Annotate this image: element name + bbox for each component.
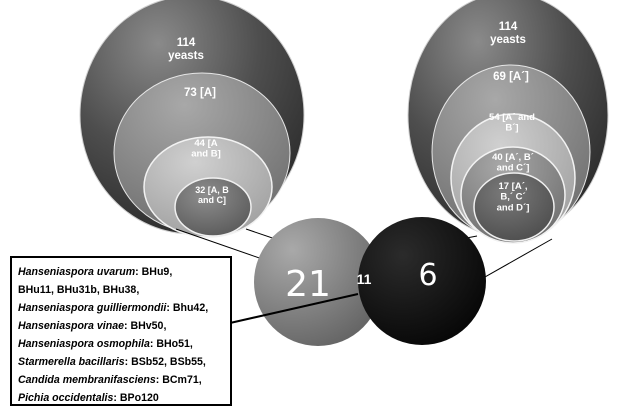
species-name: Candida membranifasciens [18, 374, 156, 386]
left-connector-1 [175, 228, 269, 262]
species-name: Starmerella bacillaris [18, 356, 125, 368]
species-line: BHu11, BHu31b, BHu38, [18, 281, 226, 299]
venn-right-circle [358, 217, 486, 345]
species-line: Hanseniaspora guilliermondii: Bhu42, [18, 299, 226, 317]
nest-label-line: yeasts [168, 50, 204, 62]
strain-codes: BHu11, BHu31b, BHu38, [18, 284, 140, 296]
strain-codes: BSb52, BSb55, [131, 356, 206, 368]
nest-label-line: 73 [A] [184, 87, 216, 99]
species-line: Pichia occidentalis: BPo120 [18, 389, 226, 407]
species-name: Pichia occidentalis [18, 392, 114, 404]
nest-label-line: 44 [A [194, 138, 217, 149]
species-separator: : [124, 356, 132, 368]
nest-label-line: and B] [191, 149, 221, 160]
nest-label-line: and C´] [497, 163, 530, 174]
species-list-box: Hanseniaspora uvarum: BHu9, BHu11, BHu31b… [10, 256, 232, 406]
right-nested-ellipses: 114 yeasts 69 [A´] 54 [A´ and B´] 40 [A´, … [407, 0, 609, 244]
intersection-pointer-line [229, 293, 359, 324]
species-separator: : [113, 392, 120, 404]
right-level5-label: 17 [A´, B,´ C´ and D´] [497, 181, 530, 213]
nest-label-line: 69 [A´] [493, 71, 529, 83]
strain-codes: BHv50, [130, 320, 167, 332]
species-name: Hanseniaspora vinae [18, 320, 124, 332]
species-separator: : [149, 338, 157, 350]
species-separator: : [123, 320, 131, 332]
nest-label-line: 114 [177, 37, 196, 49]
species-separator: : [166, 302, 173, 314]
left-outer-label: 114 yeasts [168, 37, 204, 62]
nest-label-line: B´] [505, 123, 518, 134]
strain-codes: Bhu42, [172, 302, 209, 314]
left-level2-label: 73 [A] [184, 87, 216, 99]
nest-label-line: 54 [A´ and [489, 112, 535, 123]
nest-label-line: 40 [A´, B´ [492, 152, 534, 163]
strain-codes: BPo120 [119, 392, 159, 404]
left-level3-label: 44 [A and B] [191, 138, 221, 160]
nest-label-line: 32 [A, B [195, 185, 229, 195]
species-line: Hanseniaspora uvarum: BHu9, [18, 263, 226, 281]
species-name: Hanseniaspora uvarum [18, 266, 136, 278]
right-level2-label: 69 [A´] [493, 71, 529, 83]
species-line: Starmerella bacillaris: BSb52, BSb55, [18, 353, 226, 371]
nest-label-line: 114 [499, 21, 518, 33]
venn-left-circle [254, 218, 382, 346]
nest-label-line: yeasts [490, 34, 526, 46]
left-level4-ellipse [174, 177, 252, 237]
strain-codes: BHo51, [156, 338, 193, 350]
nest-label-line: and C] [198, 195, 226, 205]
species-name: Hanseniaspora guilliermondii [18, 302, 167, 314]
species-separator: : [135, 266, 142, 278]
species-name: Hanseniaspora osmophila [18, 338, 150, 350]
nest-label-line: and D´] [497, 202, 530, 213]
right-level4-label: 40 [A´, B´ and C´] [492, 152, 534, 174]
strain-codes: BCm71, [162, 374, 202, 386]
venn-intersection-count: 11 [357, 271, 372, 287]
species-line: Hanseniaspora vinae: BHv50, [18, 317, 226, 335]
right-outer-label: 114 yeasts [490, 21, 526, 46]
species-separator: : [155, 374, 163, 386]
species-line: Candida membranifasciens: BCm71, [18, 371, 226, 389]
venn-right-count: 6 [418, 258, 437, 293]
right-level3-label: 54 [A´ and B´] [489, 112, 535, 134]
strain-codes: BHu9, [141, 266, 173, 278]
venn-diagram: 21 11 6 [254, 217, 486, 346]
right-level5-ellipse [473, 172, 555, 242]
venn-left-count: 21 [285, 264, 331, 305]
nest-label-line: B,´ C´ [500, 192, 525, 203]
nest-label-line: 17 [A´, [498, 181, 527, 192]
species-line: Hanseniaspora osmophila: BHo51, [18, 335, 226, 353]
